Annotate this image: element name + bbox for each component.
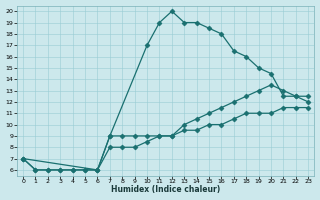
X-axis label: Humidex (Indice chaleur): Humidex (Indice chaleur) [111, 185, 220, 194]
